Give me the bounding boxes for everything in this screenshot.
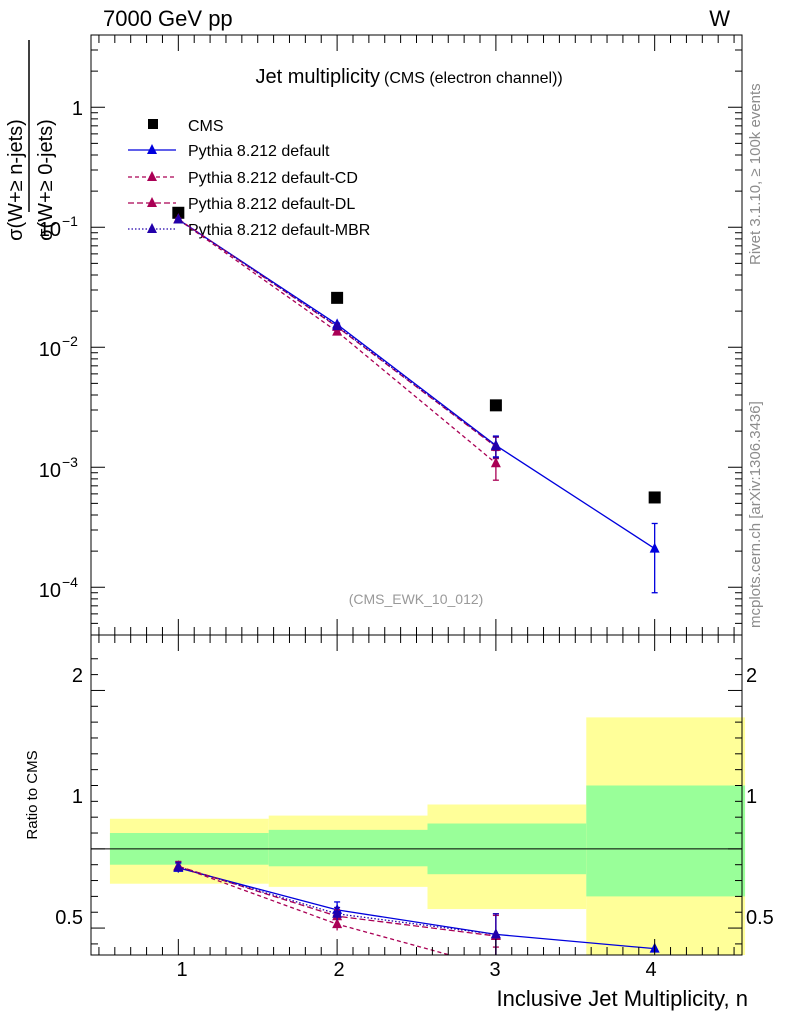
legend-marker-default <box>147 144 157 154</box>
pythia-8-212-default-mbr-point-1 <box>173 213 184 224</box>
cms-point-1 <box>172 206 185 219</box>
x-tick-4: 4 <box>645 959 656 981</box>
ratio-uncertainty-bands <box>91 717 746 955</box>
legend-label-default: Pythia 8.212 default <box>188 143 330 160</box>
pythia-8-212-default-mbr-point-2 <box>332 320 343 331</box>
pythia-8-212-default-line <box>177 218 656 550</box>
upper-y-tick-exp-1e-4: −4 <box>62 574 78 590</box>
legend-marker-cd <box>147 171 157 181</box>
mcplots-source-label: mcplots.cern.ch [arXiv:1306.3436] <box>747 401 764 628</box>
pythia-8-212-default-mbr-ratio-point-2 <box>332 907 343 918</box>
cms-point-2 <box>331 291 344 304</box>
upper-y-tick-exp-1e-3: −3 <box>62 454 78 470</box>
energy-label: 7000 GeV pp <box>103 6 233 31</box>
x-tick-2: 2 <box>333 959 344 981</box>
y-axis-label-numerator: σ(W+≥ n-jets) <box>5 119 27 241</box>
legend-label-cd: Pythia 8.212 default-CD <box>188 170 358 187</box>
legend: CMS Pythia 8.212 default Pythia 8.212 de… <box>128 118 370 239</box>
x-tick-3: 3 <box>489 959 500 981</box>
upper-y-tick-1e0: 1 <box>72 98 83 120</box>
plot-axes <box>90 34 743 956</box>
legend-marker-dl <box>147 197 157 207</box>
legend-marker-cms <box>148 119 158 129</box>
pythia-8-212-default-ratio-line <box>178 867 655 950</box>
analysis-label: (CMS_EWK_10_012) <box>349 591 484 607</box>
legend-label-cms: CMS <box>188 118 224 135</box>
upper-y-tick-1e-4: 10 <box>39 580 61 602</box>
y-axis-label-denominator: σ(W+≥ 0-jets) <box>35 119 57 241</box>
pythia-8-212-default-cd-point-3 <box>490 457 501 468</box>
pythia-8-212-default-mbr-point-3 <box>490 440 501 451</box>
pythia-8-212-default-point-4 <box>649 542 660 553</box>
process-label: W <box>709 6 730 31</box>
x-tick-1: 1 <box>176 959 187 981</box>
x-tick-labels: 1 2 3 4 <box>176 959 656 981</box>
legend-label-dl: Pythia 8.212 default-DL <box>188 196 355 213</box>
ratio-y-tick-05-right: 0.5 <box>746 907 774 929</box>
ratio-band-inner-bin-4 <box>586 785 746 897</box>
ratio-y-tick-labels: 2 1 0.5 2 1 0.5 <box>55 665 774 929</box>
ratio-axis-label: Ratio to CMS <box>24 750 41 839</box>
pythia-8-212-default-cd-line <box>177 218 497 464</box>
pythia-8-212-default-mbr-ratio-point-1 <box>173 861 184 872</box>
plot-marks <box>172 206 661 955</box>
pythia-8-212-default-mbr-line <box>177 218 497 447</box>
upper-y-tick-labels: 1 10 −1 10 −2 10 −3 10 −4 <box>39 98 83 602</box>
plot-title: Jet multiplicity <box>256 66 380 88</box>
pythia-8-212-default-cd-ratio-point-2 <box>332 918 343 929</box>
upper-y-tick-exp-1e-1: −1 <box>62 213 78 229</box>
upper-y-tick-1e-2: 10 <box>39 339 61 361</box>
ratio-y-tick-1-right: 1 <box>746 786 757 808</box>
pythia-8-212-default-mbr-ratio-point-3 <box>490 928 501 939</box>
cms-point-4 <box>648 491 661 504</box>
cms-point-3 <box>489 399 502 412</box>
plot-subtitle: (CMS (electron channel)) <box>384 70 563 87</box>
ratio-y-tick-2-right: 2 <box>746 665 757 687</box>
x-axis-label: Inclusive Jet Multiplicity, n <box>497 986 748 1011</box>
ratio-y-tick-2-left: 2 <box>72 665 83 687</box>
legend-label-mbr: Pythia 8.212 default-MBR <box>188 222 370 239</box>
upper-y-tick-1e-3: 10 <box>39 460 61 482</box>
upper-y-tick-1e-1: 10 <box>39 219 61 241</box>
upper-y-tick-exp-1e-2: −2 <box>62 333 78 349</box>
ratio-y-tick-1-left: 1 <box>72 786 83 808</box>
ratio-y-tick-05-left: 0.5 <box>55 907 83 929</box>
rivet-version-label: Rivet 3.1.10, ≥ 100k events <box>747 83 764 265</box>
legend-marker-mbr <box>147 223 157 233</box>
ratio-band-inner-bin-2 <box>268 829 428 867</box>
